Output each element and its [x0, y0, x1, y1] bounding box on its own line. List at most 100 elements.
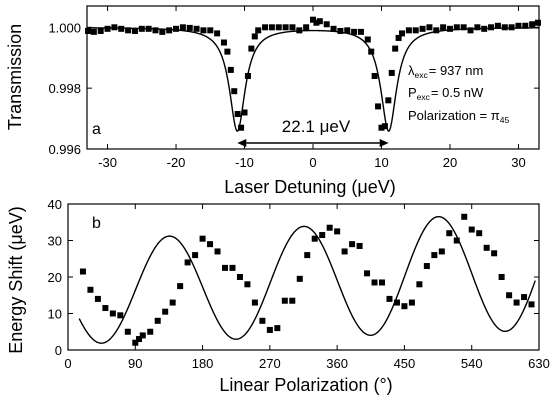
panel-b-data-point — [244, 281, 251, 288]
panel-a-data-point — [535, 19, 541, 26]
panel-a-data-point — [375, 103, 382, 110]
panel-a-data-point — [446, 25, 453, 32]
panel-b-data-point — [476, 230, 483, 237]
panel-a-data-point — [337, 27, 344, 34]
panel-a-data-point — [460, 24, 467, 31]
panel-b-data-point — [379, 279, 385, 286]
panel-a-data-point — [275, 24, 282, 31]
panel-a-x-tick-label: 20 — [443, 155, 457, 170]
panel-a-y-tick-label: 1.000 — [48, 20, 81, 35]
panel-a-data-point — [388, 69, 395, 76]
panel-b-data-point — [236, 274, 243, 280]
panel-b-data-point — [468, 226, 475, 233]
panel-b-data-point — [423, 263, 430, 270]
panel-a-y-axis-title: Transmission — [5, 24, 25, 130]
panel-a-data-point — [303, 24, 310, 31]
panel-a-data-point — [131, 27, 138, 34]
panel-a-data-point — [262, 24, 269, 31]
panel-a-data-point — [522, 22, 529, 29]
panel-a-data-point — [296, 27, 303, 34]
panel-b-data-point — [431, 252, 438, 259]
panel-b-data-point — [117, 312, 124, 319]
panel-a-data-point — [220, 39, 227, 46]
panel-b-data-point — [281, 297, 288, 304]
panel-a-x-tick-label: 10 — [374, 155, 388, 170]
panel-b-y-tick-label: 0 — [55, 343, 62, 358]
panel-a-data-point — [364, 36, 371, 43]
panel-a-x-axis-title: Laser Detuning (μeV) — [224, 177, 395, 197]
panel-a-data-point — [85, 27, 91, 34]
panel-a-data-point — [344, 27, 351, 34]
panel-b-data-point — [109, 310, 116, 317]
panel-b-data-points — [79, 213, 535, 346]
panel-a-x-tick-label: -30 — [98, 155, 117, 170]
panel-a-data-point — [385, 97, 392, 104]
panel-a-data-point — [381, 123, 388, 130]
panel-a-data-point — [227, 66, 234, 73]
power-subscript: exc — [417, 92, 431, 102]
polarization-annotation: Polarization = π45 — [408, 108, 509, 125]
panel-a-data-point — [125, 27, 132, 34]
panel-b-x-tick-label: 90 — [128, 356, 142, 371]
panel-b: 0 90 180 270 360 450 540 630 0 10 20 30 40 b Linear … — [6, 197, 550, 395]
panel-a-data-point — [494, 22, 501, 29]
panel-b-data-point — [94, 295, 101, 302]
wavelength-annotation: λexc= 937 nm — [408, 63, 483, 80]
wavelength-symbol: λ — [408, 63, 415, 78]
panel-a-data-point — [371, 72, 378, 79]
arrow-head-left-icon — [237, 139, 247, 147]
panel-b-data-point — [461, 213, 468, 220]
panel-b-data-point — [132, 339, 139, 346]
panel-a-data-points — [85, 16, 541, 131]
panel-b-data-point — [124, 328, 131, 335]
panel-a-data-point — [145, 25, 152, 32]
panel-b-x-tick-label: 180 — [192, 356, 214, 371]
panel-b-data-point — [401, 303, 408, 310]
panel-b-y-tick-label: 30 — [48, 234, 62, 249]
panel-a-x-tick-label: 30 — [511, 155, 525, 170]
panel-a-data-point — [501, 24, 508, 31]
panel-b-data-point — [289, 297, 296, 304]
panel-a-data-point — [419, 25, 426, 32]
panel-b-x-tick-label: 630 — [528, 356, 550, 371]
panel-b-data-point — [222, 264, 228, 271]
polarization-text: Polarization = π — [408, 108, 500, 123]
panel-b-frame — [67, 203, 540, 351]
panel-b-data-point — [326, 224, 333, 231]
panel-a-data-point — [529, 21, 536, 28]
panel-b-data-point — [319, 232, 326, 239]
panel-a-data-point — [118, 25, 125, 32]
panel-a-data-point — [405, 27, 412, 34]
panel-b-x-tick-label: 270 — [259, 356, 281, 371]
panel-b-data-point — [162, 308, 169, 315]
panel-a-x-tick-label: -10 — [235, 155, 254, 170]
panel-b-data-point — [334, 228, 341, 235]
panel-a-x-tick-label: 0 — [309, 155, 316, 170]
panel-b-data-point — [521, 294, 528, 301]
panel-b-data-point — [229, 264, 236, 271]
panel-b-data-point — [169, 299, 176, 306]
panel-a-frame — [86, 5, 540, 150]
panel-a-data-point — [234, 111, 241, 118]
panel-b-data-point — [416, 281, 423, 288]
panel-a-data-point — [231, 88, 238, 95]
panel-b-data-point — [184, 259, 191, 266]
panel-b-data-point — [356, 242, 363, 249]
panel-b-data-point — [251, 299, 258, 306]
panel-a-data-point — [395, 34, 402, 41]
panel-b-tick-labels: 0 90 180 270 360 450 540 630 0 10 20 30 40 — [48, 197, 550, 371]
power-symbol: P — [408, 85, 417, 100]
panel-a-data-point — [97, 27, 104, 34]
panel-b-data-point — [274, 325, 281, 332]
panel-a-data-point — [282, 24, 289, 31]
panel-a-data-point — [368, 48, 375, 55]
panel-a-data-point — [244, 72, 251, 79]
panel-a-data-point — [179, 24, 186, 31]
panel-b-data-point — [139, 332, 146, 339]
panel-b-data-point — [102, 305, 109, 312]
panel-b-data-point — [528, 301, 535, 308]
panel-a-data-point — [238, 124, 245, 131]
panel-a-data-point — [330, 25, 337, 32]
panel-b-data-point — [408, 299, 415, 306]
panel-a-data-point — [323, 21, 330, 28]
